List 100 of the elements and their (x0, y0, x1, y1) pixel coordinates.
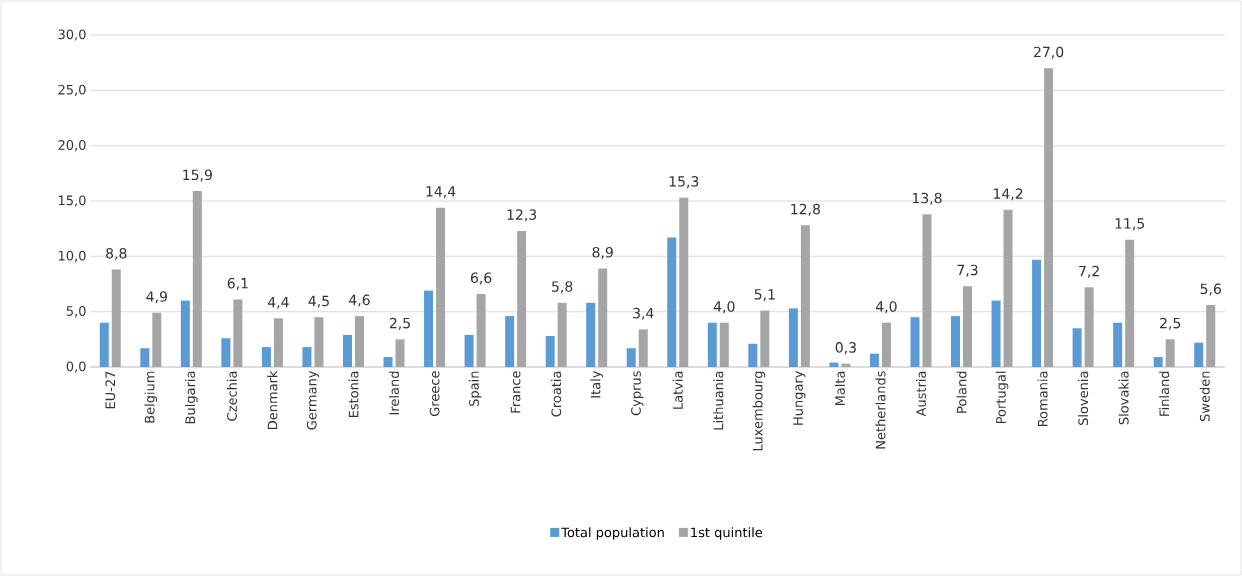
data-label: 8,9 (592, 246, 613, 259)
data-label: 5,8 (552, 281, 573, 294)
x-tick-label: Poland (956, 371, 967, 413)
data-label: 2,5 (1160, 317, 1181, 330)
bar (1032, 259, 1042, 367)
bar (517, 230, 527, 367)
x-tick-label: Spain (468, 371, 482, 406)
bar (395, 339, 405, 367)
bar (829, 362, 839, 367)
x-tick-label: Bulgaria (185, 371, 198, 424)
data-label: 14,2 (994, 188, 1023, 201)
bar (140, 348, 150, 367)
bar (1125, 239, 1135, 367)
x-tick-label: Luxembourg (752, 371, 766, 451)
data-label: 4,0 (713, 301, 735, 314)
bar (748, 343, 758, 367)
bar (476, 293, 486, 367)
data-label: 2,5 (389, 317, 410, 330)
x-tick-label: Czechia (226, 371, 237, 421)
data-label: 7,2 (1079, 265, 1099, 278)
bar (1072, 328, 1082, 367)
x-tick-label: Romania (1037, 371, 1048, 427)
bar (667, 237, 677, 367)
data-label: 13,8 (912, 192, 942, 205)
bar (910, 317, 920, 367)
bar (626, 348, 636, 367)
bar (1003, 209, 1013, 367)
data-label: 6,1 (227, 277, 248, 290)
bar (598, 268, 608, 367)
x-tick-label: Ireland (388, 371, 400, 415)
bar (1165, 339, 1175, 367)
x-tick-label: Germany (306, 370, 320, 430)
bar (679, 197, 689, 367)
data-label: 12,8 (791, 203, 820, 216)
x-tick-label: Slovenia (1078, 371, 1089, 425)
bar (951, 316, 961, 367)
data-label: 4,4 (267, 296, 289, 309)
bar (221, 338, 231, 367)
data-label: 15,9 (183, 169, 212, 182)
bar (436, 207, 446, 367)
x-tick-label: Finland (1159, 371, 1170, 416)
bar (922, 214, 932, 367)
x-tick-label: Hungary (793, 370, 806, 425)
data-label: 4,6 (349, 294, 370, 307)
x-tick-label: Portugal (995, 371, 1009, 424)
bar (800, 225, 810, 367)
data-label: 4,5 (308, 295, 329, 308)
data-label: 14,4 (426, 186, 456, 199)
bar (1194, 342, 1204, 367)
legend-label: Total population (561, 527, 664, 540)
x-tick-label: Malta (834, 371, 845, 406)
x-tick-label: Lithuania (713, 371, 724, 430)
bar (505, 316, 515, 367)
bar (1113, 322, 1123, 367)
x-tick-label: Cyprus (631, 371, 644, 416)
data-label: 27,0 (1034, 46, 1064, 59)
x-tick-label: France (510, 371, 521, 413)
data-label: 5,1 (754, 289, 775, 302)
bar (342, 334, 352, 367)
bar (111, 269, 121, 367)
bar (1153, 357, 1163, 367)
x-tick-label: Denmark (267, 370, 278, 430)
bar (152, 312, 162, 367)
y-tick-label: 20,0 (58, 140, 86, 152)
x-tick-label: Latvia (672, 371, 683, 409)
bar (545, 336, 555, 367)
data-label: 4,9 (146, 291, 167, 304)
bar (991, 300, 1001, 367)
data-label: 11,5 (1115, 218, 1145, 231)
bar (1206, 305, 1216, 367)
bar (1084, 287, 1094, 367)
bar (99, 322, 109, 367)
data-label: 6,6 (470, 272, 492, 285)
x-tick-label: Greece (429, 371, 440, 417)
bar (302, 347, 312, 367)
data-label: 3,4 (633, 307, 654, 320)
bar (963, 286, 973, 367)
bar (788, 308, 798, 367)
bar (464, 334, 474, 367)
bar (354, 316, 364, 367)
data-label: 5,6 (1200, 283, 1221, 296)
x-tick-label: Estonia (348, 371, 359, 418)
bar (314, 317, 324, 367)
bar (881, 322, 891, 367)
bar (586, 302, 596, 367)
data-label: 15,3 (669, 176, 699, 189)
bar (273, 318, 283, 367)
bar (180, 300, 190, 367)
bar (233, 299, 243, 367)
y-tick-label: 0,0 (66, 361, 86, 373)
y-tick-label: 25,0 (58, 84, 86, 96)
bar (424, 290, 434, 367)
x-tick-label: EU-27 (105, 371, 116, 409)
bar (192, 191, 202, 367)
y-tick-label: 30,0 (58, 29, 86, 41)
y-tick-label: 5,0 (66, 306, 86, 318)
data-label: 8,8 (106, 248, 127, 261)
bar (719, 322, 729, 367)
x-tick-label: Netherlands (875, 371, 886, 449)
bar (557, 302, 567, 367)
